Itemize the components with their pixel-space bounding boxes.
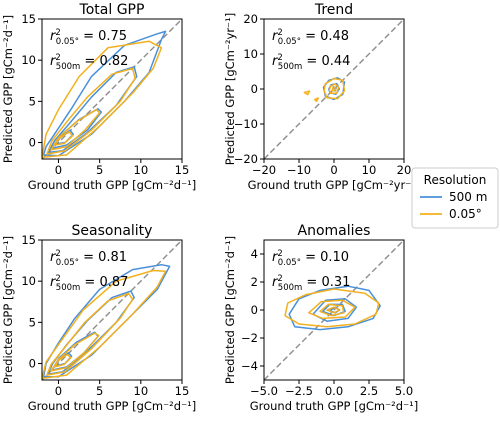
panel-title: Total GPP <box>79 2 145 18</box>
contours <box>42 30 167 159</box>
y-tick-label: −10 <box>234 117 258 131</box>
legend: Resolution 500 m 0.05° <box>411 167 499 229</box>
x-tick-label: 10 <box>362 163 377 177</box>
y-axis-label: Predicted GPP [gCm⁻²d⁻¹] <box>1 15 15 163</box>
y-tick-label: 15 <box>21 233 36 247</box>
x-tick-label: 10 <box>134 384 149 398</box>
contour-500m-1 <box>328 83 341 96</box>
y-axis-label: Predicted GPP [gCm⁻²d⁻¹] <box>1 236 15 384</box>
r2-005deg-label: r2 0.05° = 0.48 <box>272 28 349 47</box>
r2-005deg-label: r2 0.05° = 0.10 <box>272 249 349 268</box>
identity-line <box>263 239 405 381</box>
r2-500m-label: r2 500m = 0.44 <box>272 53 350 72</box>
contour-005deg-3 <box>303 90 311 96</box>
r2-500m-label: r2 500m = 0.87 <box>50 274 128 293</box>
panel-seasonality: 0 5 10 15 0 5 10 15 Seasonality Ground truth GPP … <box>1 223 196 413</box>
x-tick-label: −10 <box>287 163 311 177</box>
contour-005deg-3 <box>54 353 72 368</box>
contour-500m-1 <box>47 66 138 154</box>
panel-anomalies: −5.0 −2.5 0.0 2.5 5.0 −4 −2 0 2 4 Anomalies Ground … <box>223 223 418 413</box>
y-tick-label: 10 <box>21 53 36 67</box>
y-tick-label: 20 <box>243 12 258 26</box>
contour-005deg-1 <box>328 83 340 94</box>
y-tick-label: 0 <box>29 357 36 371</box>
x-tick-label: 15 <box>175 384 190 398</box>
panel-title: Trend <box>314 2 353 18</box>
legend-box <box>411 167 499 229</box>
x-tick-label: −5.0 <box>250 384 278 398</box>
r2-500m-label: r2 500m = 0.31 <box>272 274 350 293</box>
x-tick-label: −20 <box>252 163 276 177</box>
panel-title: Anomalies <box>298 223 371 239</box>
legend-title: Resolution <box>424 173 487 187</box>
identity-line <box>41 18 183 160</box>
panel-total-gpp: 0 5 10 15 0 5 10 15 Total GPP Ground truth GPP [g… <box>1 2 196 192</box>
contour-005deg-1 <box>46 67 136 155</box>
r2-005deg-label: r2 0.05° = 0.75 <box>50 28 127 47</box>
contours <box>284 285 381 331</box>
y-axis-label: Predicted GPP [gCm⁻²d⁻¹] <box>223 236 237 384</box>
contour-005deg-1 <box>46 292 134 376</box>
y-tick-label: 0 <box>251 303 258 317</box>
contour-005deg-3 <box>326 306 341 314</box>
contour-005deg-2 <box>319 303 345 317</box>
y-axis-label: Predicted GPP [gCm⁻²yr⁻¹] <box>223 13 237 165</box>
x-tick-label: 0.0 <box>325 384 343 398</box>
x-tick-label: 20 <box>397 163 412 177</box>
contour-005deg-2 <box>331 86 337 92</box>
x-tick-label: 5 <box>96 163 103 177</box>
contour-005deg-0 <box>323 77 346 100</box>
x-tick-label: 0 <box>55 163 62 177</box>
contours <box>42 263 171 380</box>
contour-005deg-0 <box>42 40 163 159</box>
contour-500m-1 <box>312 298 358 322</box>
x-tick-label: −2.5 <box>285 384 313 398</box>
contour-500m-0 <box>42 263 171 378</box>
y-tick-label: −20 <box>234 152 258 166</box>
y-tick-label: 5 <box>29 315 36 329</box>
y-tick-label: 10 <box>243 47 258 61</box>
y-tick-label: 4 <box>251 247 258 261</box>
y-tick-label: 2 <box>251 275 258 289</box>
legend-item-label: 500 m <box>449 190 487 204</box>
r2-500m-label: r2 500m = 0.82 <box>50 53 128 72</box>
legend-item-label: 0.05° <box>449 207 482 221</box>
r2-005deg-label: r2 0.05° = 0.81 <box>50 249 127 268</box>
y-tick-label: 10 <box>21 274 36 288</box>
x-tick-label: 0 <box>55 384 62 398</box>
identity-line <box>263 18 405 160</box>
contour-500m-2 <box>51 331 99 371</box>
contour-005deg-0 <box>42 269 167 380</box>
x-axis-label: Ground truth GPP [gCm⁻²d⁻¹] <box>28 399 197 413</box>
x-tick-label: 5 <box>96 384 103 398</box>
y-tick-label: 0 <box>251 82 258 96</box>
contour-005deg-2 <box>50 332 100 372</box>
contours <box>303 77 346 103</box>
contour-005deg-3 <box>54 131 74 146</box>
y-tick-label: −2 <box>241 331 258 345</box>
x-axis-label: Ground truth GPP [gCm⁻²yr⁻²] <box>248 178 421 192</box>
panel-trend: −20 −10 0 10 20 −20 −10 0 10 20 Trend Ground truth … <box>223 2 420 192</box>
contour-005deg-2 <box>50 108 101 151</box>
contour-005deg-4 <box>314 97 320 103</box>
plot-frame <box>41 239 183 381</box>
y-tick-label: 5 <box>29 94 36 108</box>
x-axis-label: Ground truth GPP [gCm⁻²d⁻¹] <box>28 178 197 192</box>
contour-005deg-0 <box>284 288 380 328</box>
x-tick-label: 15 <box>175 163 190 177</box>
x-axis-label: Ground truth GPP [gCm⁻²d⁻¹] <box>250 399 419 413</box>
plot-frame <box>41 18 183 160</box>
y-tick-label: 0 <box>29 136 36 150</box>
x-tick-label: 0 <box>330 163 337 177</box>
x-tick-label: 10 <box>134 163 149 177</box>
panel-title: Seasonality <box>72 223 153 239</box>
contour-005deg-1 <box>308 299 356 320</box>
x-tick-label: 5.0 <box>395 384 413 398</box>
y-tick-label: 15 <box>21 12 36 26</box>
y-tick-label: −4 <box>241 359 258 373</box>
x-tick-label: 2.5 <box>360 384 378 398</box>
